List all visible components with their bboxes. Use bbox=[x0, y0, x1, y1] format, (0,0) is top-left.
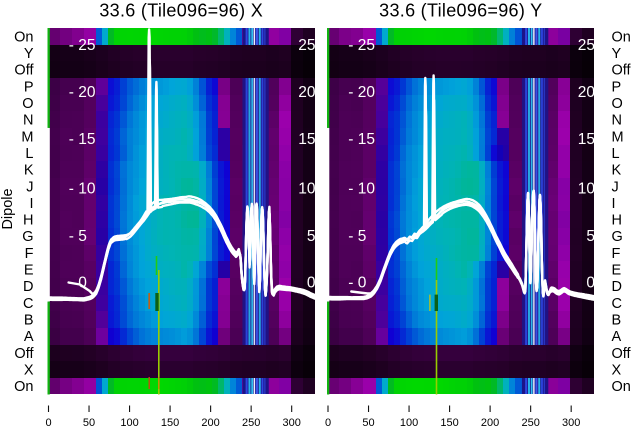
svg-text:K: K bbox=[24, 163, 34, 179]
svg-text:C: C bbox=[23, 296, 33, 312]
svg-text:150: 150 bbox=[440, 417, 458, 429]
svg-text:- 5: - 5 bbox=[348, 228, 366, 245]
svg-text:N: N bbox=[612, 113, 622, 129]
svg-text:- 25: - 25 bbox=[348, 37, 375, 54]
svg-text:- 15: - 15 bbox=[69, 131, 96, 148]
svg-text:Off: Off bbox=[612, 63, 632, 79]
svg-text:- 10: - 10 bbox=[69, 181, 96, 198]
svg-text:C: C bbox=[612, 296, 622, 312]
svg-text:100: 100 bbox=[400, 417, 418, 429]
svg-text:M: M bbox=[21, 129, 33, 145]
svg-text:L: L bbox=[612, 146, 620, 162]
svg-text:A: A bbox=[612, 329, 622, 345]
svg-text:J: J bbox=[612, 179, 619, 195]
svg-text:- 5: - 5 bbox=[69, 228, 87, 245]
svg-text:0: 0 bbox=[325, 417, 331, 429]
svg-text:5: 5 bbox=[586, 228, 595, 245]
svg-text:- 0: - 0 bbox=[348, 275, 366, 292]
svg-text:J: J bbox=[26, 179, 33, 195]
svg-text:0: 0 bbox=[307, 275, 316, 292]
svg-text:200: 200 bbox=[481, 417, 499, 429]
svg-text:D: D bbox=[23, 279, 33, 295]
svg-text:250: 250 bbox=[522, 417, 540, 429]
svg-text:X: X bbox=[24, 363, 34, 379]
svg-text:N: N bbox=[23, 113, 33, 129]
svg-text:A: A bbox=[24, 329, 34, 345]
svg-text:K: K bbox=[612, 163, 622, 179]
svg-text:- 25: - 25 bbox=[69, 37, 96, 54]
svg-text:X: X bbox=[612, 363, 622, 379]
svg-text:Dipole: Dipole bbox=[0, 188, 16, 229]
svg-text:200: 200 bbox=[201, 417, 219, 429]
svg-text:On: On bbox=[14, 379, 33, 395]
svg-text:F: F bbox=[612, 246, 621, 262]
svg-text:150: 150 bbox=[161, 417, 179, 429]
svg-text:- 20: - 20 bbox=[69, 84, 96, 101]
svg-text:0: 0 bbox=[45, 417, 51, 429]
svg-text:O: O bbox=[612, 96, 623, 112]
svg-text:33.6 (Tile096=96) Y: 33.6 (Tile096=96) Y bbox=[379, 1, 542, 21]
svg-text:L: L bbox=[25, 146, 33, 162]
svg-text:B: B bbox=[612, 313, 622, 329]
svg-text:300: 300 bbox=[562, 417, 580, 429]
svg-text:P: P bbox=[612, 79, 622, 95]
svg-text:Off: Off bbox=[14, 346, 34, 362]
svg-text:H: H bbox=[612, 213, 622, 229]
svg-text:250: 250 bbox=[242, 417, 260, 429]
svg-text:H: H bbox=[23, 213, 33, 229]
svg-text:15: 15 bbox=[298, 131, 315, 148]
svg-text:G: G bbox=[22, 229, 33, 245]
svg-text:10: 10 bbox=[298, 181, 316, 198]
svg-text:20: 20 bbox=[578, 84, 596, 101]
svg-text:O: O bbox=[22, 96, 33, 112]
svg-text:300: 300 bbox=[283, 417, 301, 429]
svg-text:On: On bbox=[612, 29, 631, 45]
svg-text:15: 15 bbox=[578, 131, 595, 148]
svg-text:E: E bbox=[24, 263, 34, 279]
svg-text:20: 20 bbox=[298, 84, 316, 101]
svg-text:E: E bbox=[612, 263, 622, 279]
svg-text:Y: Y bbox=[24, 46, 34, 62]
svg-text:P: P bbox=[24, 79, 34, 95]
svg-text:I: I bbox=[29, 196, 33, 212]
svg-text:D: D bbox=[612, 279, 622, 295]
svg-text:0: 0 bbox=[586, 275, 595, 292]
svg-text:25: 25 bbox=[578, 37, 595, 54]
svg-text:- 0: - 0 bbox=[69, 275, 87, 292]
svg-text:Off: Off bbox=[14, 63, 34, 79]
svg-text:Y: Y bbox=[612, 46, 622, 62]
svg-text:G: G bbox=[612, 229, 623, 245]
svg-text:M: M bbox=[612, 129, 624, 145]
svg-text:I: I bbox=[612, 196, 616, 212]
svg-text:- 15: - 15 bbox=[348, 131, 375, 148]
svg-text:100: 100 bbox=[120, 417, 138, 429]
svg-text:25: 25 bbox=[298, 37, 315, 54]
svg-text:50: 50 bbox=[83, 417, 95, 429]
svg-text:On: On bbox=[612, 379, 631, 395]
svg-text:Off: Off bbox=[612, 346, 632, 362]
svg-text:B: B bbox=[24, 313, 34, 329]
svg-text:5: 5 bbox=[307, 228, 316, 245]
svg-text:33.6 (Tile096=96) X: 33.6 (Tile096=96) X bbox=[99, 1, 263, 21]
svg-text:F: F bbox=[25, 246, 34, 262]
svg-text:10: 10 bbox=[578, 181, 596, 198]
svg-text:- 10: - 10 bbox=[348, 181, 375, 198]
svg-text:50: 50 bbox=[362, 417, 374, 429]
svg-text:On: On bbox=[14, 29, 33, 45]
svg-text:- 20: - 20 bbox=[348, 84, 375, 101]
